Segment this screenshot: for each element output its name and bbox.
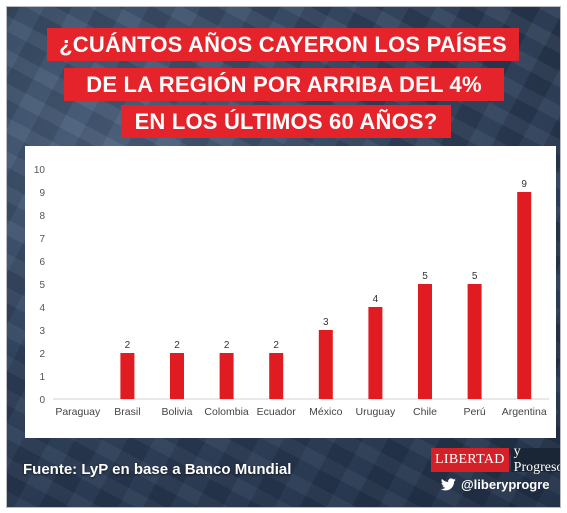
x-tick-label: Brasil <box>114 406 140 418</box>
source-note: Fuente: LyP en base a Banco Mundial <box>23 461 292 478</box>
data-label: 2 <box>174 340 180 351</box>
x-tick-label: Paraguay <box>55 406 101 418</box>
y-tick-label: 3 <box>39 326 45 337</box>
title-line-1: ¿CUÁNTOS AÑOS CAYERON LOS PAÍSES <box>47 28 519 61</box>
twitter-handle[interactable]: @liberyprogre <box>441 477 550 492</box>
bar <box>170 353 184 399</box>
bar <box>120 353 135 399</box>
y-tick-label: 6 <box>39 257 45 268</box>
bar <box>269 353 284 399</box>
data-label: 2 <box>273 340 279 351</box>
x-tick-label: Perú <box>464 406 486 418</box>
title-line-3: EN LOS ÚLTIMOS 60 AÑOS? <box>121 105 451 138</box>
brand-logo-part1: LIBERTAD <box>431 448 509 472</box>
data-label: 9 <box>521 179 527 190</box>
infographic-frame: ¿CUÁNTOS AÑOS CAYERON LOS PAÍSES DE LA R… <box>6 6 561 508</box>
data-label: 5 <box>422 271 428 282</box>
y-tick-label: 5 <box>39 280 45 291</box>
twitter-icon <box>441 478 456 491</box>
y-tick-label: 7 <box>39 234 45 245</box>
x-tick-label: México <box>309 406 342 418</box>
y-tick-label: 8 <box>39 211 45 222</box>
x-tick-label: Uruguay <box>356 406 396 418</box>
bar <box>368 307 383 399</box>
bar <box>418 284 432 399</box>
data-label: 5 <box>472 271 478 282</box>
title-line-2: DE LA REGIÓN POR ARRIBA DEL 4% <box>64 68 504 101</box>
data-label: 4 <box>373 294 379 305</box>
brand-logo: LIBERTAD y Progreso <box>431 444 560 475</box>
x-tick-label: Chile <box>413 406 437 418</box>
y-tick-label: 10 <box>34 165 46 176</box>
y-tick-label: 0 <box>39 395 45 406</box>
bar <box>467 284 482 399</box>
data-label: 2 <box>125 340 131 351</box>
data-label: 2 <box>224 340 230 351</box>
y-tick-label: 4 <box>39 303 45 314</box>
bar <box>517 192 532 399</box>
bar <box>219 353 234 399</box>
brand-logo-part2: y Progreso <box>510 444 560 475</box>
x-tick-label: Colombia <box>204 406 249 418</box>
chart-panel: 0 1 2 3 4 5 6 7 8 9 10 Paraguay 2 Brasil 2 Bolivia 2 Colo… <box>25 146 556 438</box>
x-tick-label: Argentina <box>502 406 547 418</box>
x-tick-label: Ecuador <box>257 406 297 418</box>
twitter-handle-text: @liberyprogre <box>461 477 550 492</box>
bar-chart: 0 1 2 3 4 5 6 7 8 9 10 Paraguay 2 Brasil 2 Bolivia 2 Colo… <box>34 165 549 418</box>
data-label: 3 <box>323 317 329 328</box>
y-tick-label: 2 <box>39 349 45 360</box>
bar <box>318 330 333 399</box>
x-tick-label: Bolivia <box>162 406 193 418</box>
y-tick-label: 9 <box>39 188 45 199</box>
y-tick-label: 1 <box>39 372 45 383</box>
